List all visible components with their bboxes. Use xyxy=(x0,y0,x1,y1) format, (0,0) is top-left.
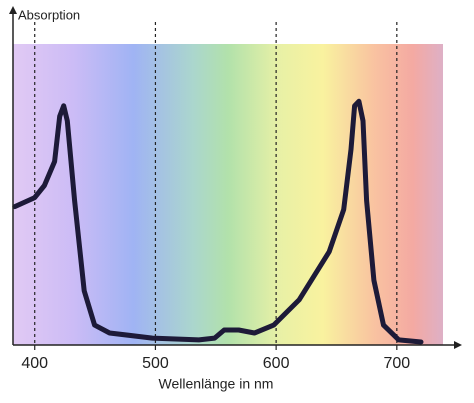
plot xyxy=(12,98,424,345)
x-tick-label: 600 xyxy=(263,355,290,372)
line xyxy=(12,98,424,345)
x-axis-arrow xyxy=(454,341,462,349)
x-tick-label: 700 xyxy=(383,355,410,372)
x-tick-label: 500 xyxy=(142,355,169,372)
y-axis-arrow xyxy=(9,6,17,14)
y-axis-label: Absorption xyxy=(18,7,80,22)
x-axis-label: Wellenlänge in nm xyxy=(159,376,274,392)
x-tick-label: 400 xyxy=(21,355,48,372)
